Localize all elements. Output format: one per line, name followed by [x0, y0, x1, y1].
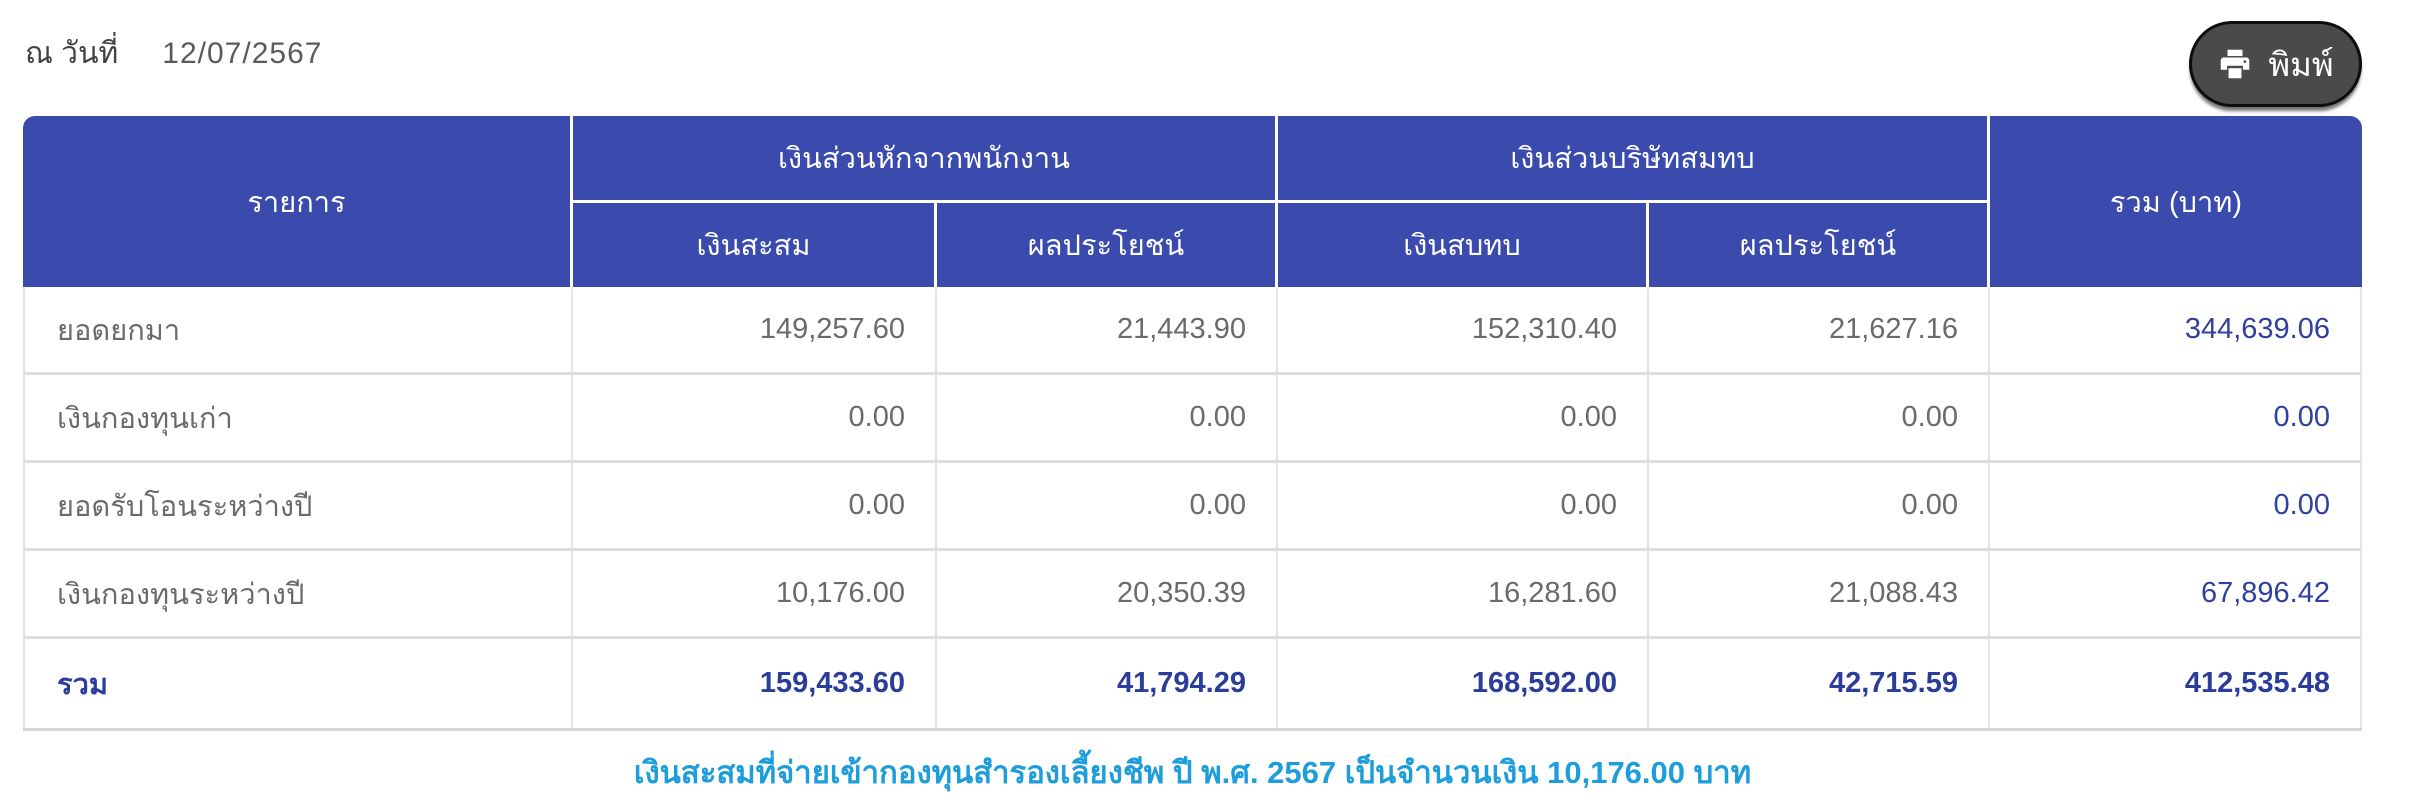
table-row: ยอดยกมา 149,257.60 21,443.90 152,310.40 …	[23, 287, 2362, 375]
total-row-label: รวม	[23, 639, 573, 728]
printer-icon	[2217, 46, 2253, 82]
total-row-grand-total: 412,535.48	[1990, 639, 2362, 728]
total-row-value: 159,433.60	[573, 639, 937, 728]
row-label: เงินกองทุนเก่า	[23, 375, 573, 460]
row-total-value: 0.00	[1990, 375, 2362, 460]
row-label: ยอดรับโอนระหว่างปี	[23, 463, 573, 548]
row-value: 0.00	[1649, 375, 1990, 460]
table-row: ยอดรับโอนระหว่างปี 0.00 0.00 0.00 0.00 0…	[23, 463, 2362, 551]
row-total-value: 67,896.42	[1990, 551, 2362, 636]
row-value: 0.00	[1278, 375, 1649, 460]
row-total-value: 344,639.06	[1990, 287, 2362, 372]
header-employee-savings: เงินสะสม	[573, 203, 937, 287]
row-value: 0.00	[1649, 463, 1990, 548]
row-total-value: 0.00	[1990, 463, 2362, 548]
row-value: 16,281.60	[1278, 551, 1649, 636]
header-company-contribution: เงินสบทบ	[1278, 203, 1649, 287]
table-row: เงินกองทุนระหว่างปี 10,176.00 20,350.39 …	[23, 551, 2362, 639]
total-row-value: 41,794.29	[937, 639, 1278, 728]
row-label: เงินกองทุนระหว่างปี	[23, 551, 573, 636]
date-value: 12/07/2567	[162, 37, 323, 70]
row-value: 149,257.60	[573, 287, 937, 372]
header-company-benefit: ผลประโยชน์	[1649, 203, 1990, 287]
table-header: รายการ เงินส่วนหักจากพนักงาน เงินส่วนบริ…	[23, 116, 2362, 287]
fund-summary-table: รายการ เงินส่วนหักจากพนักงาน เงินส่วนบริ…	[23, 116, 2362, 731]
header-total: รวม (บาท)	[1990, 116, 2362, 287]
table-total-row: รวม 159,433.60 41,794.29 168,592.00 42,7…	[23, 639, 2362, 731]
total-row-value: 42,715.59	[1649, 639, 1990, 728]
row-value: 20,350.39	[937, 551, 1278, 636]
row-value: 21,088.43	[1649, 551, 1990, 636]
row-value: 0.00	[937, 375, 1278, 460]
as-of-date: ณ วันที่ 12/07/2567	[25, 30, 322, 77]
header-item: รายการ	[23, 116, 573, 287]
row-value: 0.00	[1278, 463, 1649, 548]
header-employee-benefit: ผลประโยชน์	[937, 203, 1278, 287]
row-value: 21,627.16	[1649, 287, 1990, 372]
row-value: 10,176.00	[573, 551, 937, 636]
print-button-label: พิมพ์	[2268, 45, 2334, 83]
header-group-employee: เงินส่วนหักจากพนักงาน	[573, 116, 1278, 203]
total-row-value: 168,592.00	[1278, 639, 1649, 728]
row-value: 21,443.90	[937, 287, 1278, 372]
row-value: 0.00	[573, 463, 937, 548]
table-row: เงินกองทุนเก่า 0.00 0.00 0.00 0.00 0.00	[23, 375, 2362, 463]
savings-summary-note: เงินสะสมที่จ่ายเข้ากองทุนสำรองเลี้ยงชีพ …	[633, 755, 1752, 790]
date-label: ณ วันที่	[25, 37, 119, 70]
row-value: 152,310.40	[1278, 287, 1649, 372]
header-group-company: เงินส่วนบริษัทสมทบ	[1278, 116, 1990, 203]
row-value: 0.00	[937, 463, 1278, 548]
row-label: ยอดยกมา	[23, 287, 573, 372]
top-bar: ณ วันที่ 12/07/2567 พิมพ์	[23, 0, 2362, 112]
row-value: 0.00	[573, 375, 937, 460]
print-button[interactable]: พิมพ์	[2189, 21, 2362, 107]
